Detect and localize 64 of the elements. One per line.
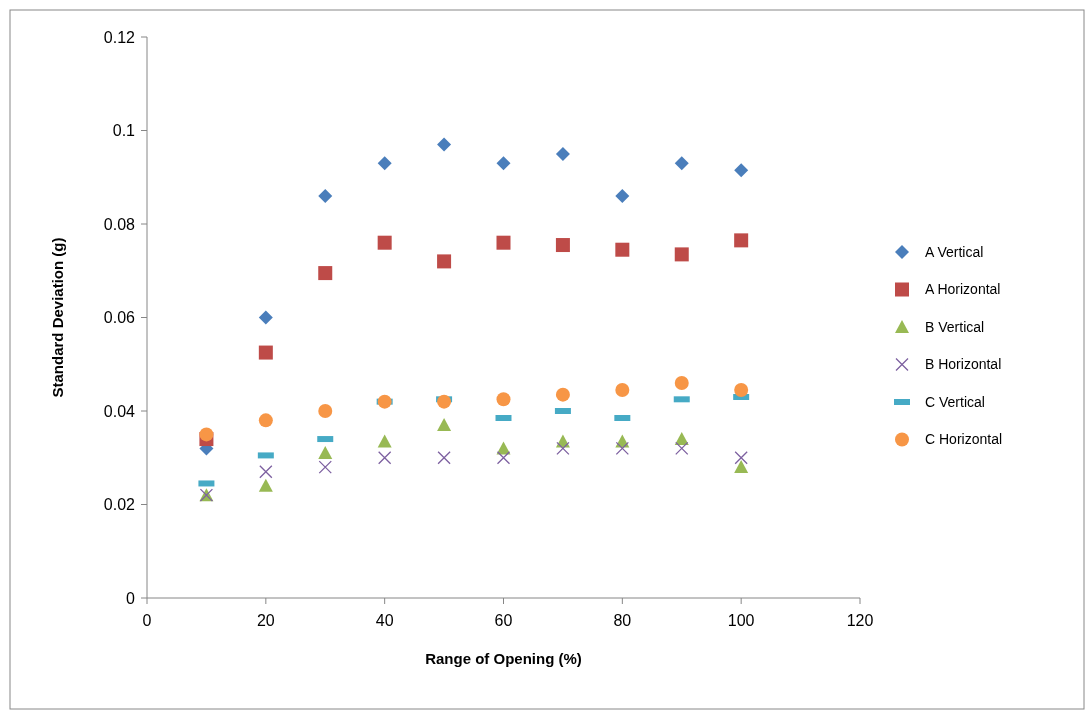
point xyxy=(734,451,748,465)
x-tick-label: 40 xyxy=(375,612,394,629)
x-tick-label: 60 xyxy=(494,612,513,629)
point xyxy=(437,137,452,152)
point xyxy=(318,266,333,281)
point xyxy=(734,460,749,474)
point xyxy=(675,441,689,456)
y-tick-label: 0.06 xyxy=(103,309,136,327)
point xyxy=(318,446,333,460)
point xyxy=(258,413,273,428)
x-tick-label: 120 xyxy=(846,612,874,629)
legend-label: C Vertical xyxy=(925,393,985,410)
point xyxy=(615,382,630,397)
x-axis-title: Range of Opening (%) xyxy=(425,650,582,667)
point xyxy=(496,235,511,250)
y-tick-label: 0.08 xyxy=(103,215,136,233)
x-tick-label: 0 xyxy=(142,612,152,629)
point xyxy=(615,441,629,456)
point xyxy=(318,404,333,418)
point xyxy=(377,156,392,171)
point xyxy=(377,235,392,250)
point xyxy=(258,478,273,492)
point xyxy=(734,163,749,178)
x-tick-label: 80 xyxy=(613,612,632,629)
point xyxy=(555,146,570,161)
point xyxy=(496,156,511,171)
point xyxy=(496,451,511,465)
point xyxy=(437,451,451,465)
point xyxy=(555,387,570,402)
point xyxy=(199,427,214,442)
point xyxy=(674,375,689,390)
point xyxy=(377,434,392,448)
legend-label: A Vertical xyxy=(925,243,984,260)
point xyxy=(615,242,630,257)
y-tick-label: 0.02 xyxy=(103,496,136,514)
point xyxy=(674,247,689,262)
y-tick-label: 0 xyxy=(126,589,136,607)
y-tick-label: 0.04 xyxy=(103,402,136,420)
y-tick-label: 0.12 xyxy=(103,28,136,46)
point xyxy=(496,392,511,407)
legend-label: A Horizontal xyxy=(925,281,1001,298)
legend-label: B Horizontal xyxy=(925,356,1002,373)
point xyxy=(615,188,630,203)
y-tick-label: 0.1 xyxy=(112,122,136,140)
point xyxy=(734,382,749,397)
point xyxy=(674,156,689,171)
legend-label: C Horizontal xyxy=(925,431,1003,448)
legend-label: B Vertical xyxy=(925,318,985,335)
point xyxy=(734,233,749,248)
point xyxy=(318,460,332,474)
point xyxy=(318,188,333,203)
point xyxy=(437,394,452,409)
point xyxy=(258,345,273,360)
point xyxy=(437,418,452,432)
point xyxy=(556,441,570,456)
point xyxy=(259,465,273,479)
point xyxy=(555,238,570,253)
point xyxy=(258,310,273,325)
x-tick-label: 100 xyxy=(727,612,755,629)
point xyxy=(377,394,392,409)
y-axis-title: Standard Deviation (g) xyxy=(49,237,66,398)
point xyxy=(437,254,452,269)
point xyxy=(378,451,392,465)
x-tick-label: 20 xyxy=(256,612,275,629)
